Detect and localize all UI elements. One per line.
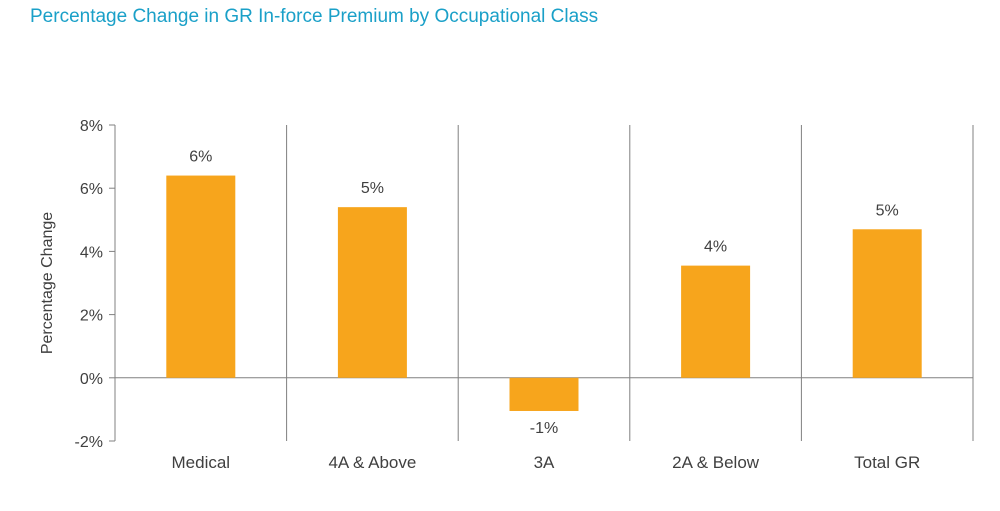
y-tick-label: 0% [80, 371, 103, 388]
bar [337, 207, 407, 378]
axes [109, 124, 974, 442]
y-axis-title-group: Percentage Change [39, 212, 56, 354]
category-label: 4A & Above [328, 453, 416, 472]
category-label: Medical [172, 453, 231, 472]
chart-title: Percentage Change in GR In-force Premium… [30, 6, 599, 27]
bar [681, 265, 751, 378]
y-tick-label: 2% [80, 308, 103, 325]
y-tick-label: -2% [75, 434, 103, 451]
data-label: 5% [361, 180, 384, 197]
data-label: 6% [189, 149, 212, 166]
y-tick-label: 4% [80, 244, 103, 261]
bar [509, 377, 579, 411]
data-label: 4% [704, 239, 727, 256]
bar [852, 229, 922, 378]
category-label: Total GR [854, 453, 920, 472]
category-label: 3A [534, 453, 555, 472]
data-label: 5% [876, 202, 899, 219]
bar [166, 175, 236, 378]
y-tick-label: 6% [80, 181, 103, 198]
y-axis-title: Percentage Change [39, 212, 56, 354]
y-tick-label: 8% [80, 118, 103, 135]
labels: -2% 0% 2% 4% 6% 8% 6% Medical 5% 4A & Above -1% 3A 4… [75, 118, 921, 472]
data-label: -1% [530, 420, 558, 437]
bars [166, 175, 922, 411]
category-label: 2A & Below [672, 453, 760, 472]
